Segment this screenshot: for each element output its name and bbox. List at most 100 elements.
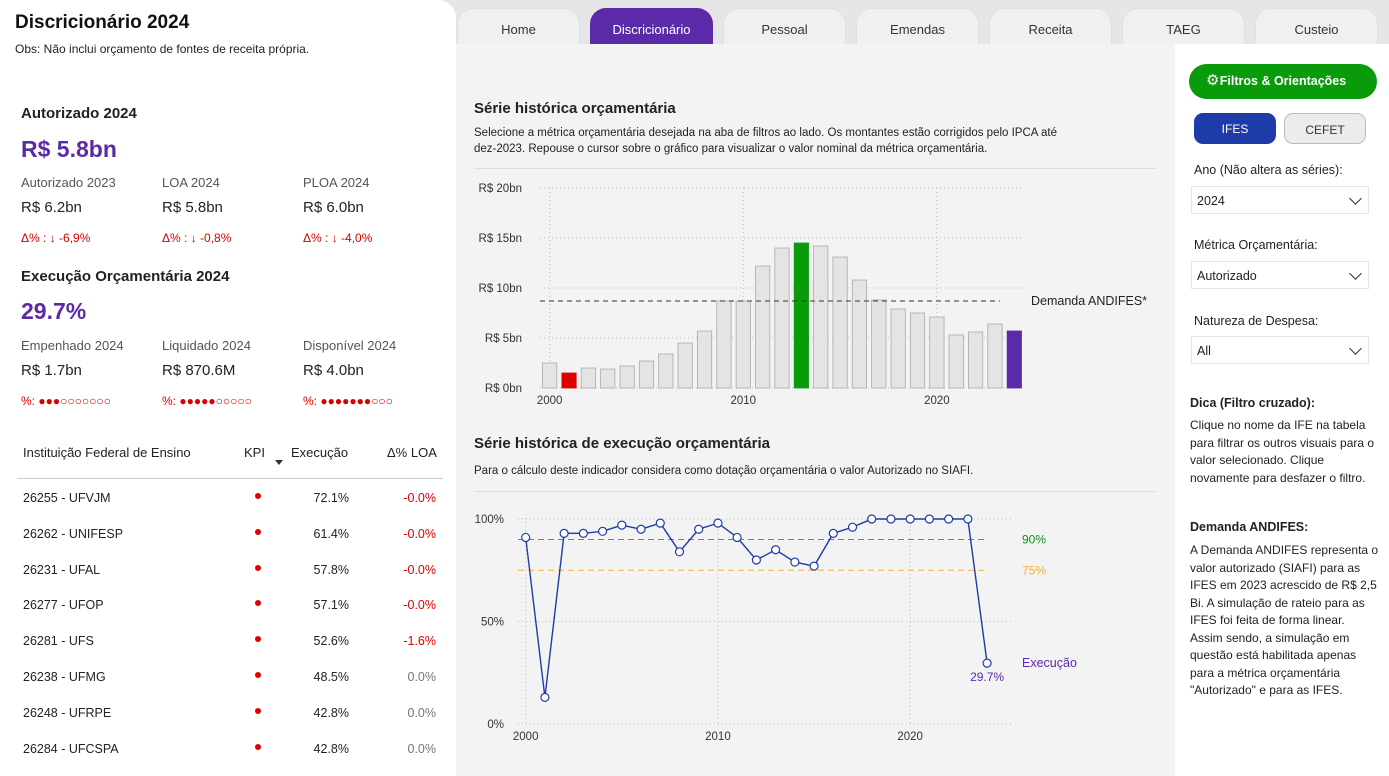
execution-value: 57.8% <box>313 562 349 577</box>
bar <box>968 331 984 389</box>
institution-name[interactable]: 26284 - UFCSPA <box>23 741 119 756</box>
kpi-value: R$ 6.2bn <box>21 199 82 216</box>
bar <box>813 245 829 389</box>
serie-exe-desc: Para o cálculo deste indicador considera… <box>474 465 974 477</box>
metrica-label: Métrica Orçamentária: <box>1194 238 1318 252</box>
tab-taeg[interactable]: TAEG <box>1122 8 1245 44</box>
tab-pessoal[interactable]: Pessoal <box>723 8 846 44</box>
data-point <box>636 524 646 534</box>
institution-name[interactable]: 26238 - UFMG <box>23 670 106 684</box>
kpi-label: Disponível 2024 <box>303 338 397 353</box>
table-row[interactable]: 26248 - UFRPE 42.8% 0.0% <box>17 694 443 730</box>
series-label: Execução <box>1022 656 1077 670</box>
tab-discricionario[interactable]: Discricionário <box>590 8 713 44</box>
bar <box>619 365 635 389</box>
table-row[interactable]: 26281 - UFS 52.6% -1.6% <box>17 622 443 658</box>
institution-name[interactable]: 26231 - UFAL <box>23 562 101 577</box>
kpi-status-dot <box>255 528 261 535</box>
table-row[interactable]: 26277 - UFOP 57.1% -0.0% <box>17 586 443 622</box>
toggle-ifes[interactable]: IFES <box>1194 113 1276 144</box>
bar <box>755 265 771 389</box>
table-row[interactable]: 26255 - UFVJM 72.1% -0.0% <box>17 479 443 515</box>
sort-desc-icon[interactable] <box>275 460 283 465</box>
andifes-reference-label: Demanda ANDIFES* <box>1031 294 1147 308</box>
table-row[interactable]: 26238 - UFMG 48.5% 0.0% <box>17 658 443 694</box>
execution-value: 57.1% <box>313 598 349 613</box>
x-tick-label: 2000 <box>537 395 563 407</box>
institution-name[interactable]: 26277 - UFOP <box>23 598 104 613</box>
kpi-value: R$ 4.0bn <box>303 362 364 379</box>
bar <box>948 334 964 389</box>
delta-loa-value: -1.6% <box>403 634 436 649</box>
divider <box>474 491 1156 492</box>
col-header-inst[interactable]: Instituição Federal de Ensino <box>23 445 191 460</box>
data-point <box>809 561 819 571</box>
tab-emendas[interactable]: Emendas <box>856 8 979 44</box>
data-point <box>694 524 704 534</box>
tab-custeio[interactable]: Custeio <box>1255 8 1378 44</box>
data-point <box>732 532 742 543</box>
serie-exe-line-chart[interactable]: 0% 50% 100% 2000 2010 2020 90% 75% 29.7% Execução <box>456 499 1175 749</box>
bar <box>677 342 693 389</box>
ano-value: 2024 <box>1197 194 1225 208</box>
kpi-status-dot <box>255 707 261 714</box>
natureza-value: All <box>1197 344 1211 358</box>
data-point <box>982 658 992 668</box>
bar <box>580 367 596 389</box>
serie-orc-bar-chart[interactable]: R$ 0bn R$ 5bn R$ 10bn R$ 15bn R$ 20bn 2000 201… <box>456 174 1175 414</box>
col-header-kpi[interactable]: KPI <box>244 445 265 460</box>
data-point <box>578 528 588 538</box>
ano-dropdown[interactable]: 2024 <box>1191 186 1369 214</box>
table-row[interactable]: 26231 - UFAL 57.8% -0.0% <box>17 551 443 587</box>
kpi-status-dot <box>255 493 261 499</box>
execution-value: 61.4% <box>313 526 349 541</box>
bar <box>658 353 674 389</box>
data-point <box>905 514 915 524</box>
institution-name[interactable]: 26255 - UFVJM <box>23 491 111 505</box>
col-header-delta[interactable]: Δ% LOA <box>387 445 437 460</box>
table-row[interactable]: 26262 - UNIFESP 61.4% -0.0% <box>17 515 443 551</box>
delta-loa-value: -0.0% <box>403 491 436 505</box>
kpi-status-dot <box>255 672 261 678</box>
bar <box>929 316 945 389</box>
data-point <box>771 545 781 555</box>
execution-value: 48.5% <box>313 670 349 684</box>
kpi-value: R$ 870.6M <box>162 362 236 379</box>
institution-name[interactable]: 26281 - UFS <box>23 634 94 649</box>
bar <box>909 312 926 389</box>
tab-receita[interactable]: Receita <box>989 8 1112 44</box>
bar <box>987 323 1003 389</box>
data-point <box>540 692 550 702</box>
filters-button-label: Filtros & Orientações <box>1219 74 1347 88</box>
execucao-series-line <box>524 518 988 698</box>
x-tick-label: 2020 <box>924 395 950 407</box>
filters-button[interactable]: ⚙ Filtros & Orientações <box>1189 64 1377 99</box>
bar <box>890 308 906 389</box>
serie-orc-desc: Selecione a métrica orçamentária desejad… <box>474 125 1084 157</box>
metrica-value: Autorizado <box>1197 269 1257 283</box>
institution-name[interactable]: 26248 - UFRPE <box>23 705 112 720</box>
natureza-dropdown[interactable]: All <box>1191 336 1369 364</box>
kpi-delta: Δ% : ↓ -4,0% <box>303 231 373 245</box>
institution-name[interactable]: 26262 - UNIFESP <box>23 526 124 541</box>
kpi-label: PLOA 2024 <box>303 175 370 190</box>
table-row[interactable]: 26284 - UFCSPA 42.8% 0.0% <box>17 730 443 766</box>
tab-home[interactable]: Home <box>457 8 580 44</box>
serie-orc-title: Série histórica orçamentária <box>474 100 676 117</box>
metrica-dropdown[interactable]: Autorizado <box>1191 261 1369 289</box>
page-note: Obs: Não inclui orçamento de fontes de r… <box>15 42 310 56</box>
kpi-delta: Δ% : ↓ -6,9% <box>21 231 91 245</box>
bar <box>1006 330 1022 389</box>
andifes-title: Demanda ANDIFES: <box>1190 520 1309 534</box>
charts-panel: Série histórica orçamentária Selecione a… <box>456 44 1175 776</box>
col-header-exec[interactable]: Execução <box>291 445 349 460</box>
x-tick-label: 2010 <box>730 395 756 407</box>
kpi-label: Autorizado 2023 <box>21 175 116 190</box>
toggle-cefet[interactable]: CEFET <box>1284 113 1366 144</box>
data-point <box>674 547 685 557</box>
data-point <box>655 518 665 528</box>
divider <box>474 168 1156 169</box>
delta-loa-value: 0.0% <box>407 705 437 720</box>
execucao-title: Execução Orçamentária 2024 <box>21 268 230 285</box>
y-tick-label: R$ 0bn <box>485 383 522 395</box>
